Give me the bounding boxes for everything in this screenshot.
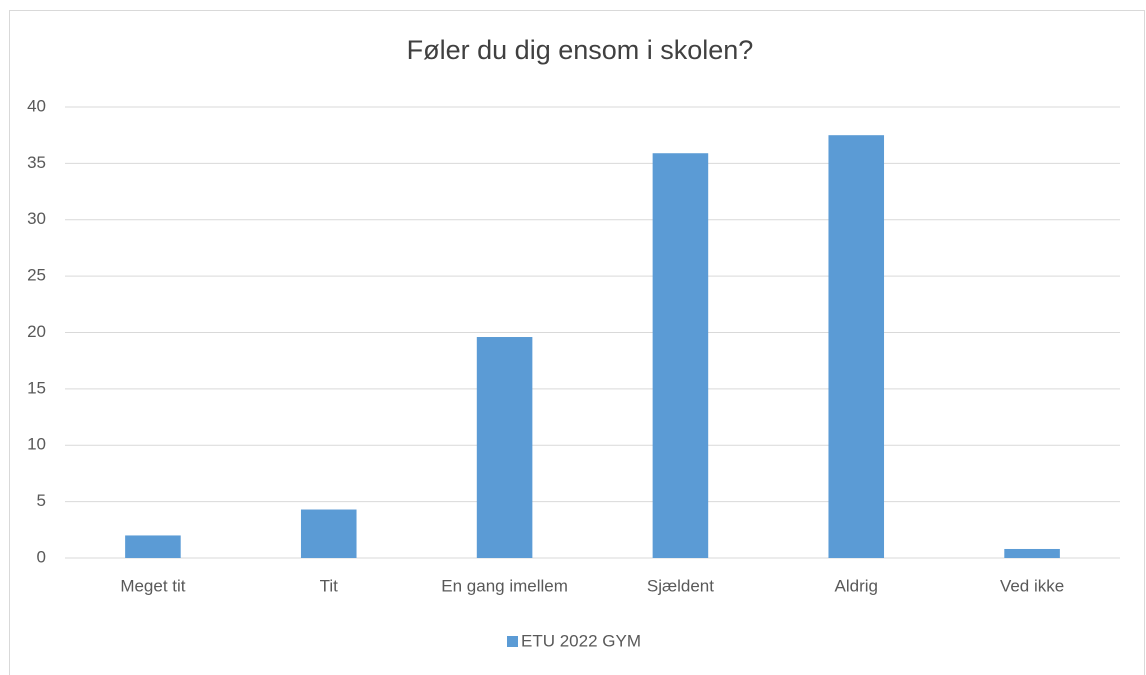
y-tick-label: 25 <box>27 266 46 285</box>
legend-label: ETU 2022 GYM <box>521 631 641 650</box>
bar <box>828 135 885 558</box>
y-tick-label: 20 <box>27 322 46 341</box>
bar <box>1004 548 1060 558</box>
bar <box>652 153 709 559</box>
x-tick-label: Aldrig <box>835 576 878 595</box>
y-tick-label: 0 <box>37 547 46 566</box>
chart-border <box>9 10 1145 675</box>
x-tick-label: Sjældent <box>647 576 714 595</box>
bar <box>476 337 533 558</box>
y-tick-label: 40 <box>27 96 46 115</box>
y-tick-label: 15 <box>27 378 46 397</box>
bar <box>125 535 181 558</box>
chart-title: Føler du dig ensom i skolen? <box>407 35 754 65</box>
y-tick-label: 30 <box>27 209 46 228</box>
y-tick-label: 10 <box>27 435 46 454</box>
x-tick-label: Meget tit <box>120 576 185 595</box>
y-tick-label: 5 <box>37 491 46 510</box>
x-tick-label: En gang imellem <box>441 576 568 595</box>
x-tick-label: Ved ikke <box>1000 576 1064 595</box>
y-tick-label: 35 <box>27 153 46 172</box>
x-tick-label: Tit <box>320 576 339 595</box>
bar <box>300 509 357 558</box>
legend-swatch <box>507 636 518 647</box>
